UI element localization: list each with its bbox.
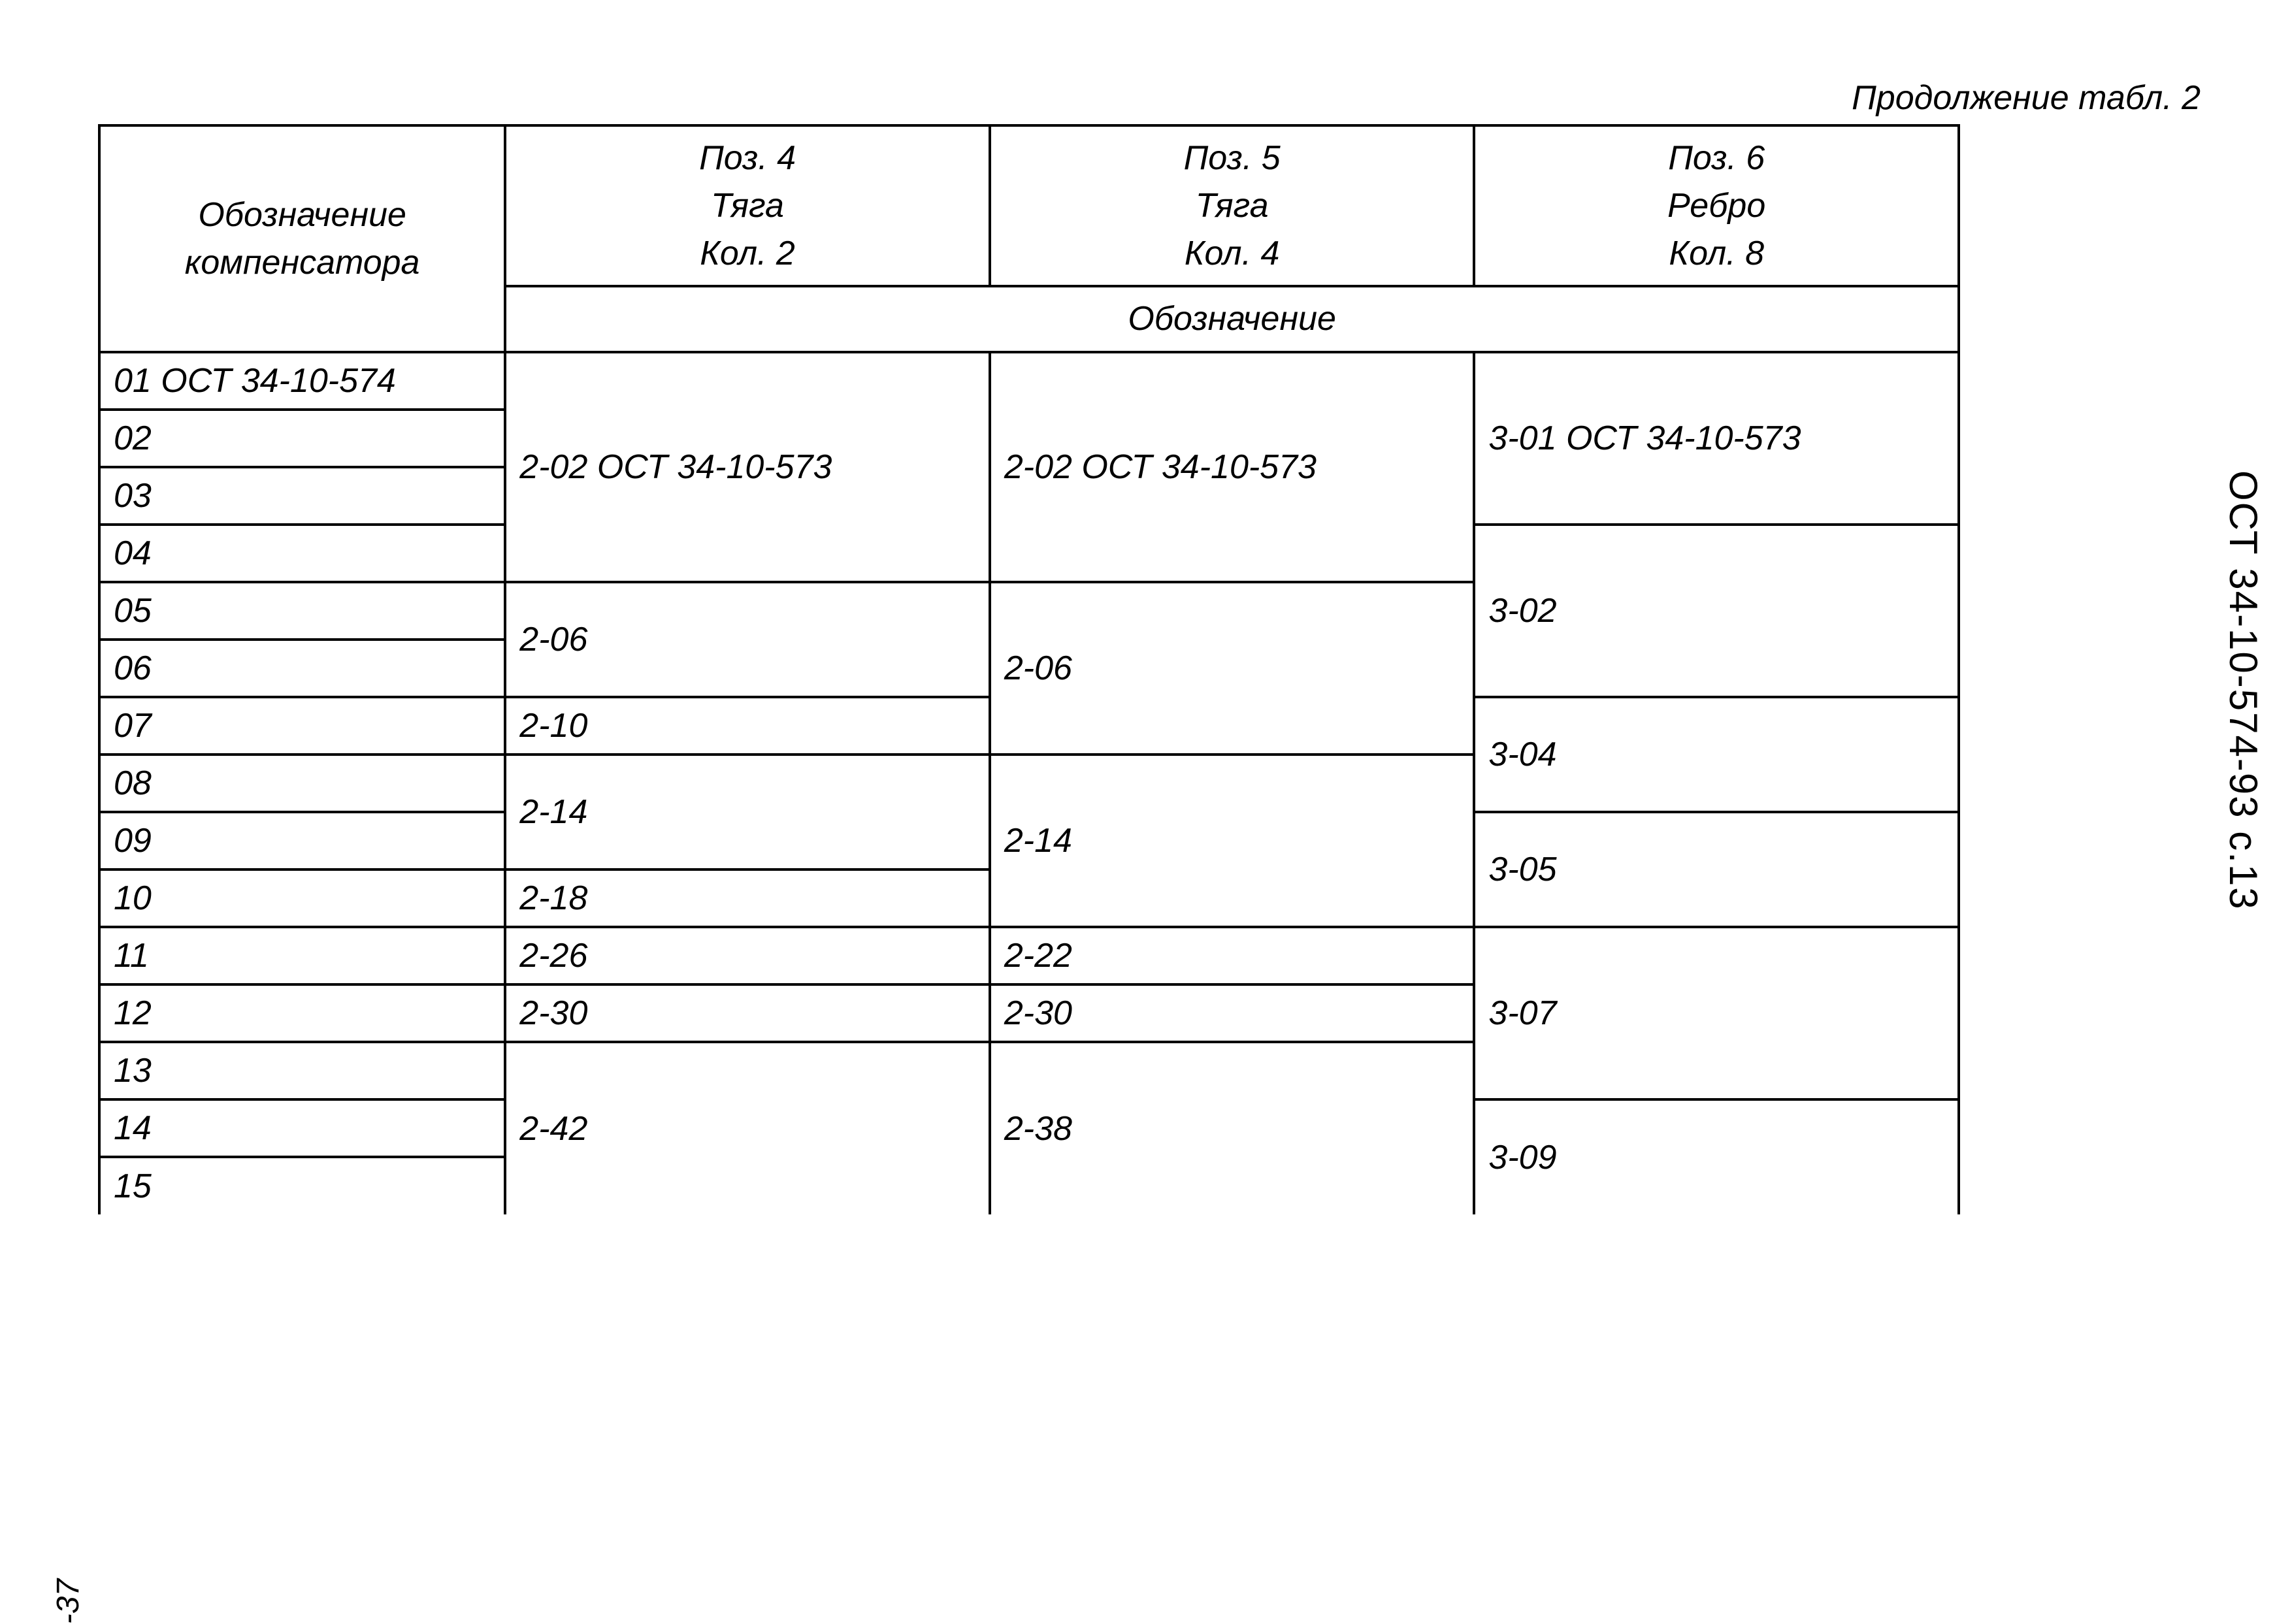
cell-c1-h: 2-42: [505, 1042, 990, 1214]
cell-r08: 08: [99, 755, 505, 812]
header-col3: Поз. 6 Ребро Кол. 8: [1474, 125, 1959, 286]
cell-r12: 12: [99, 984, 505, 1042]
cell-r15: 15: [99, 1157, 505, 1214]
sub-header: Обозначение: [505, 286, 1959, 352]
specification-table: Обозначение компенсатора Поз. 4 Тяга Кол…: [98, 124, 1960, 1214]
cell-c2-b: 2-06: [990, 582, 1475, 755]
cell-c2-c: 2-14: [990, 755, 1475, 927]
cell-c1-e: 2-18: [505, 869, 990, 927]
cell-r10: 10: [99, 869, 505, 927]
cell-r09: 09: [99, 812, 505, 869]
cell-c1-c: 2-10: [505, 697, 990, 755]
cell-c3-f: 3-09: [1474, 1099, 1959, 1214]
cell-r04: 04: [99, 525, 505, 582]
header-col3-line1: Поз. 6: [1668, 139, 1765, 177]
header-col3-line3: Кол. 8: [1669, 235, 1764, 272]
table-caption: Продолжение табл. 2: [98, 78, 2240, 118]
cell-r03: 03: [99, 467, 505, 525]
cell-r01: 01 ОСТ 34-10-574: [99, 352, 505, 410]
cell-r07: 07: [99, 697, 505, 755]
header-col1: Поз. 4 Тяга Кол. 2: [505, 125, 990, 286]
cell-c3-d: 3-05: [1474, 812, 1959, 927]
cell-r11: 11: [99, 927, 505, 984]
cell-c3-a: 3-01 ОСТ 34-10-573: [1474, 352, 1959, 525]
cell-c2-d: 2-22: [990, 927, 1475, 984]
cell-c1-b: 2-06: [505, 582, 990, 697]
cell-r06: 06: [99, 640, 505, 697]
header-col2: Поз. 5 Тяга Кол. 4: [990, 125, 1475, 286]
cell-c2-a: 2-02 ОСТ 34-10-573: [990, 352, 1475, 582]
cell-c3-b: 3-02: [1474, 525, 1959, 697]
cell-r05: 05: [99, 582, 505, 640]
cell-c3-e: 3-07: [1474, 927, 1959, 1099]
header-col1-line2: Тяга: [711, 187, 784, 225]
cell-c1-d: 2-14: [505, 755, 990, 869]
header-designation: Обозначение компенсатора: [99, 125, 505, 352]
cell-c1-f: 2-26: [505, 927, 990, 984]
side-document-label: ОСТ 34-10-574-93 с.13: [2221, 470, 2266, 911]
cell-c2-e: 2-30: [990, 984, 1475, 1042]
header-col1-line1: Поз. 4: [699, 139, 796, 177]
header-col2-line2: Тяга: [1196, 187, 1269, 225]
cell-r02: 02: [99, 410, 505, 467]
cell-r13: 13: [99, 1042, 505, 1099]
cell-r14: 14: [99, 1099, 505, 1157]
page-container: Продолжение табл. 2 Обозначение компенса…: [98, 78, 2240, 1580]
header-col2-line1: Поз. 5: [1184, 139, 1281, 177]
cell-c2-f: 2-38: [990, 1042, 1475, 1214]
header-designation-line1: Обозначение компенсатора: [185, 196, 420, 282]
cell-c1-g: 2-30: [505, 984, 990, 1042]
header-col3-line2: Ребро: [1667, 187, 1765, 225]
cell-c1-a: 2-02 ОСТ 34-10-573: [505, 352, 990, 582]
table-row: 11 2-26 2-22 3-07: [99, 927, 1959, 984]
cell-c3-c: 3-04: [1474, 697, 1959, 812]
page-number: -37: [50, 1579, 86, 1624]
header-col2-line3: Кол. 4: [1185, 235, 1280, 272]
header-col1-line3: Кол. 2: [700, 235, 795, 272]
table-row: 01 ОСТ 34-10-574 2-02 ОСТ 34-10-573 2-02…: [99, 352, 1959, 410]
